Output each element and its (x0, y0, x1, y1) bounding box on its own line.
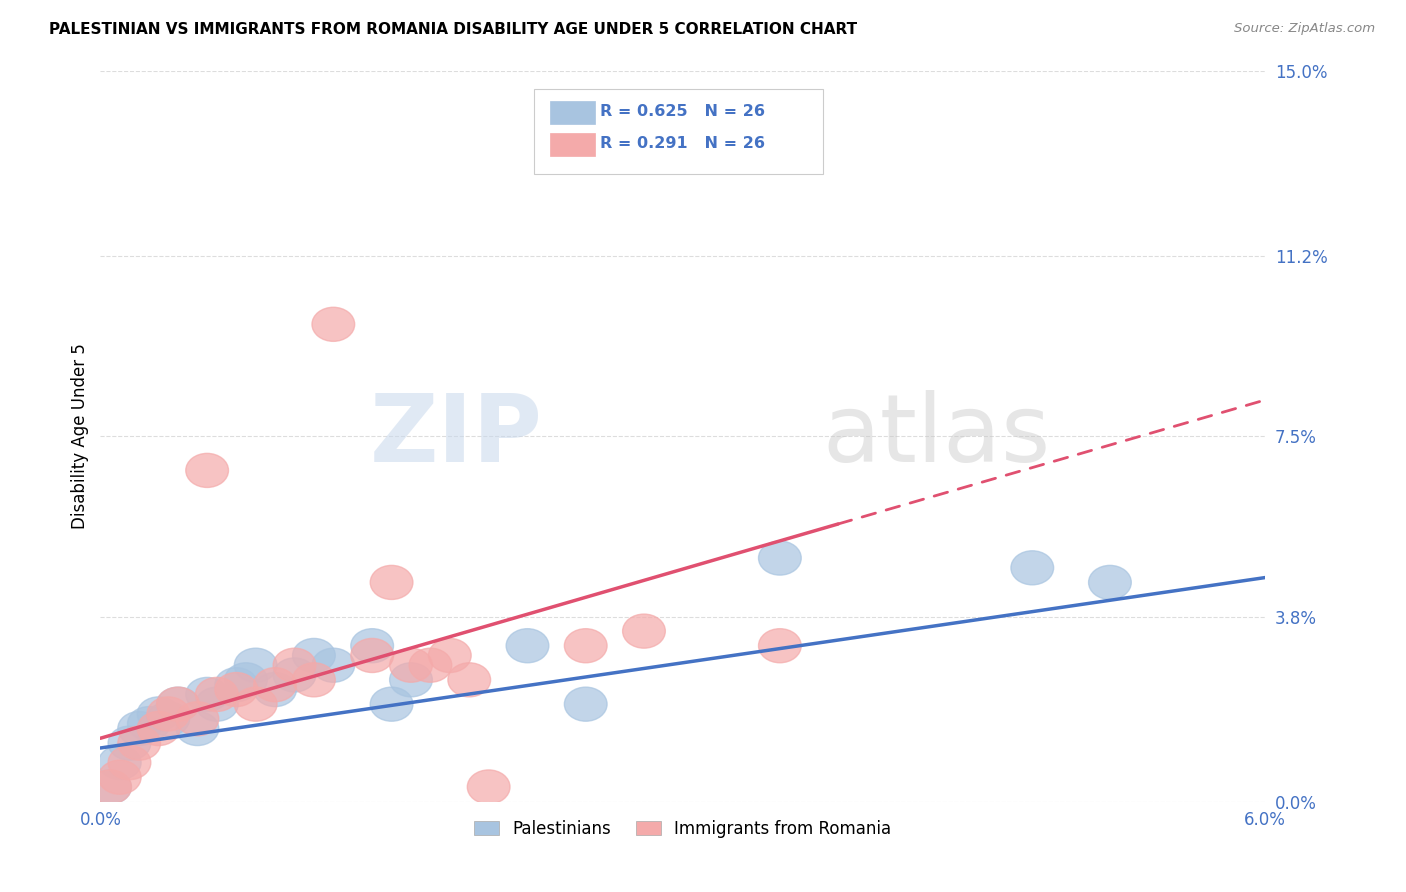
Text: PALESTINIAN VS IMMIGRANTS FROM ROMANIA DISABILITY AGE UNDER 5 CORRELATION CHART: PALESTINIAN VS IMMIGRANTS FROM ROMANIA D… (49, 22, 858, 37)
Text: R = 0.625   N = 26: R = 0.625 N = 26 (600, 104, 765, 119)
Ellipse shape (98, 746, 141, 780)
Ellipse shape (186, 453, 229, 487)
Ellipse shape (449, 663, 491, 697)
Ellipse shape (138, 697, 180, 731)
Ellipse shape (186, 677, 229, 712)
Ellipse shape (352, 629, 394, 663)
Ellipse shape (118, 726, 160, 760)
Ellipse shape (389, 648, 433, 682)
Ellipse shape (225, 663, 267, 697)
Ellipse shape (564, 687, 607, 722)
Text: Source: ZipAtlas.com: Source: ZipAtlas.com (1234, 22, 1375, 36)
Ellipse shape (108, 746, 150, 780)
Ellipse shape (273, 648, 316, 682)
Text: atlas: atlas (823, 391, 1050, 483)
Ellipse shape (758, 629, 801, 663)
Ellipse shape (564, 629, 607, 663)
Ellipse shape (108, 726, 150, 760)
Ellipse shape (409, 648, 451, 682)
Ellipse shape (195, 677, 238, 712)
Ellipse shape (98, 760, 141, 794)
Ellipse shape (758, 541, 801, 575)
Ellipse shape (118, 712, 160, 746)
Ellipse shape (235, 687, 277, 722)
Ellipse shape (215, 667, 257, 702)
Ellipse shape (467, 770, 510, 804)
Ellipse shape (292, 663, 335, 697)
Ellipse shape (312, 307, 354, 342)
Ellipse shape (253, 673, 297, 706)
Ellipse shape (1088, 566, 1132, 599)
Ellipse shape (235, 648, 277, 682)
Ellipse shape (253, 667, 297, 702)
Ellipse shape (292, 639, 335, 673)
Y-axis label: Disability Age Under 5: Disability Age Under 5 (72, 343, 89, 529)
Ellipse shape (370, 566, 413, 599)
Ellipse shape (370, 687, 413, 722)
Ellipse shape (156, 687, 200, 722)
Ellipse shape (1011, 550, 1053, 585)
Ellipse shape (215, 673, 257, 706)
Ellipse shape (273, 658, 316, 692)
Text: ZIP: ZIP (370, 391, 543, 483)
Ellipse shape (176, 702, 219, 736)
Ellipse shape (352, 639, 394, 673)
Ellipse shape (429, 639, 471, 673)
Ellipse shape (156, 687, 200, 722)
Ellipse shape (128, 706, 170, 740)
Ellipse shape (389, 663, 433, 697)
Ellipse shape (312, 648, 354, 682)
Ellipse shape (148, 697, 190, 731)
Ellipse shape (138, 712, 180, 746)
Ellipse shape (89, 770, 131, 804)
Ellipse shape (176, 712, 219, 746)
Legend: Palestinians, Immigrants from Romania: Palestinians, Immigrants from Romania (467, 813, 898, 845)
Text: R = 0.291   N = 26: R = 0.291 N = 26 (600, 136, 765, 151)
Ellipse shape (506, 629, 548, 663)
Ellipse shape (148, 702, 190, 736)
Ellipse shape (195, 687, 238, 722)
Ellipse shape (623, 614, 665, 648)
Ellipse shape (89, 770, 131, 804)
